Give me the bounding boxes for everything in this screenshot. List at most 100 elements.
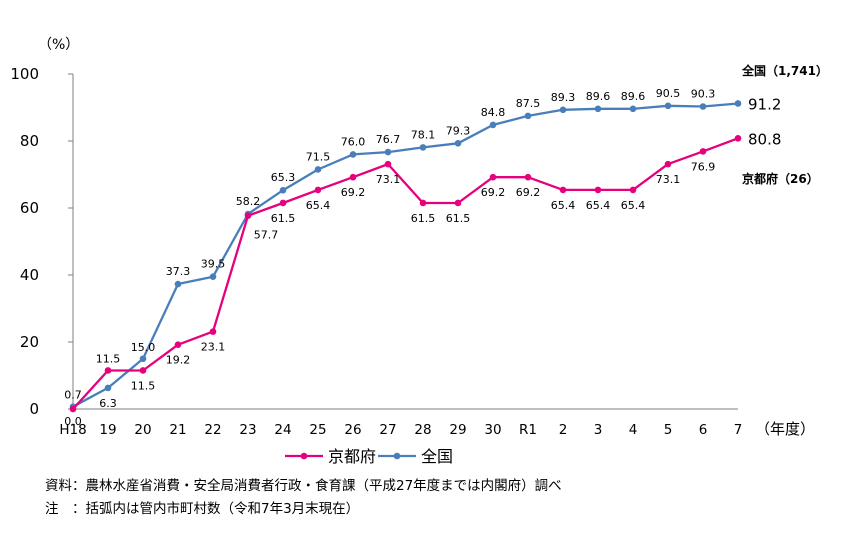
series-layer [69,100,742,413]
x-tick-label: 6 [699,422,708,438]
data-point [524,112,532,120]
series-line [72,102,739,408]
legend-label: 全国 [421,447,453,466]
data-point [349,151,357,158]
y-tick-label: 40 [20,266,39,284]
data-point [174,341,182,348]
data-label: 71.5 [306,150,331,163]
data-point [664,160,672,168]
data-label: 65.4 [306,199,331,212]
data-point [419,144,427,151]
data-point [104,384,112,392]
data-label: 89.3 [551,91,576,104]
x-tick-label: 21 [169,422,186,438]
data-point [314,166,322,173]
data-label: 65.4 [621,199,646,212]
data-label: 61.5 [411,212,436,225]
data-label: 37.3 [166,265,191,278]
data-label: 89.6 [586,90,611,103]
x-tick-label: 2 [559,422,568,438]
data-label: 90.3 [691,87,716,100]
x-tick-label: 4 [629,422,638,438]
data-label: 76.0 [341,135,366,148]
data-point [664,102,672,110]
data-label: 69.2 [516,186,541,199]
x-tick-label: 28 [414,422,431,438]
data-point [244,212,252,220]
data-label: 65.3 [271,171,296,184]
data-point [104,367,112,374]
x-tick-label: 22 [204,422,221,438]
data-label: 11.5 [131,379,156,392]
y-tick-label: 80 [20,132,39,150]
data-label-end: 91.2 [748,95,781,113]
y-axis-title: （%） [38,37,79,53]
data-label-end: 80.8 [748,130,781,148]
data-point [279,199,287,207]
legend: 京都府 全国 [285,447,453,466]
x-tick-label: 27 [379,422,396,438]
data-point [454,140,462,147]
data-point [349,173,357,181]
data-label: 6.3 [99,397,117,410]
legend-marker [393,452,401,460]
data-label: 11.5 [96,352,121,365]
data-label: 76.9 [691,160,716,173]
data-point [419,199,427,207]
data-label: 19.2 [166,354,191,367]
data-point [734,135,742,142]
municipality-note: 注 ：括弧内は管内市町村数（令和7年3月末現在） [45,501,360,517]
data-label: 57.7 [254,229,279,242]
data-label: 65.4 [586,199,611,212]
x-tick-label: 20 [134,422,151,438]
x-tick-label: 19 [99,422,116,438]
source-note: 資料：農林水産省消費・安全局消費者行政・食育課（平成27年度までは内閣府）調べ [45,478,562,494]
data-point [174,280,182,288]
x-tick-label: 25 [309,422,326,438]
x-tick-label: 30 [484,422,501,438]
x-tick-label: 26 [344,422,361,438]
data-label: 0.7 [64,389,82,402]
x-tick-label: 5 [664,422,673,438]
data-label: 76.7 [376,133,401,146]
data-label: 15.0 [131,341,156,354]
data-point [279,186,287,194]
data-label: 58.2 [236,195,261,208]
data-point [734,100,742,107]
series-name-kyoto: 京都府（26） [742,171,819,186]
y-tick-label: 60 [20,199,39,217]
data-point [559,106,567,114]
x-tick-label: 29 [449,422,466,438]
data-label: 73.1 [656,173,681,186]
data-point [699,148,707,155]
data-point [69,405,77,413]
data-label: 65.4 [551,199,576,212]
data-point [384,148,392,156]
data-labels: 0.7 0.0 6.3 11.5 15.0 11.5 37.3 19.2 39.5 23.1 58.… [64,63,828,428]
series-name-national: 全国（1,741） [741,63,828,78]
data-label: 61.5 [271,212,296,225]
data-point [524,173,532,181]
y-tick-label: 0 [29,400,39,418]
x-tick-label: R1 [519,422,537,438]
x-tick-label: 23 [239,422,256,438]
legend-marker [300,452,308,460]
x-axis-title: （年度） [755,420,815,438]
data-point [454,199,462,207]
data-label: 78.1 [411,128,436,141]
data-point [629,105,637,113]
data-point [594,186,602,194]
data-point [139,355,147,363]
data-label: 39.5 [201,258,226,271]
data-point [489,121,497,129]
series-line [72,137,739,410]
y-tick-label: 100 [10,65,39,83]
data-label: 73.1 [376,173,401,186]
x-tick-label: H18 [59,422,86,438]
data-label: 69.2 [341,186,366,199]
data-point [559,186,567,194]
data-label: 0.0 [64,415,82,428]
data-label: 79.3 [446,124,471,137]
x-tick-label: 7 [734,422,743,438]
data-point [629,186,637,194]
